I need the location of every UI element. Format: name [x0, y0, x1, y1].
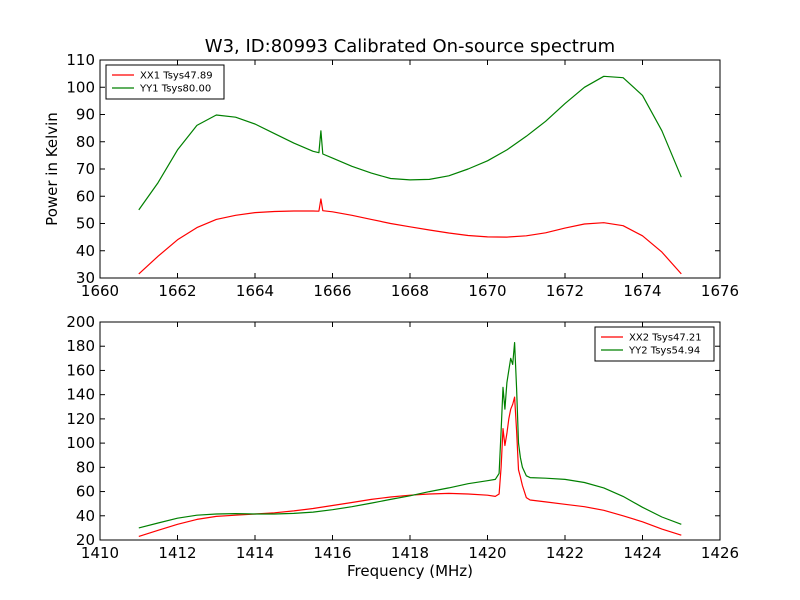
bottom-spectrum-panel: 1410 1412 1414 1416 1418 1420 1422 1424 1426 20 40… — [66, 313, 739, 580]
series-line-xx2 — [138, 396, 682, 537]
y-tick-label: 200 — [66, 313, 95, 331]
x-tick-label: 1426 — [701, 544, 739, 562]
x-tick-label: 1674 — [623, 282, 661, 300]
y-tick-label: 40 — [76, 242, 95, 260]
x-tick-label: 1668 — [391, 282, 429, 300]
y-axis-label: Power in Kelvin — [43, 112, 61, 226]
x-tick-label: 1414 — [236, 544, 274, 562]
x-tick-label: 1672 — [546, 282, 584, 300]
x-tick-label: 1410 — [81, 544, 119, 562]
x-tick-label: 1418 — [391, 544, 429, 562]
y-tick-label: 120 — [66, 410, 95, 428]
y-tick-label: 30 — [76, 269, 95, 287]
legend-box — [105, 64, 225, 100]
y-tick-label: 100 — [66, 434, 95, 452]
y-tick-label: 80 — [76, 133, 95, 151]
legend-label: XX2 Tsys47.21 — [629, 333, 702, 344]
y-tick-label: 160 — [66, 361, 95, 379]
y-tick-label: 60 — [76, 483, 95, 501]
y-tick-label: 90 — [76, 106, 95, 124]
legend-label: XX1 Tsys47.89 — [140, 71, 213, 82]
legend-label: YY1 Tsys80.00 — [139, 84, 211, 95]
x-tick-label: 1412 — [158, 544, 196, 562]
legend-label: YY2 Tsys54.94 — [628, 346, 700, 357]
y-tick-label: 50 — [76, 215, 95, 233]
x-tick-label: 1676 — [701, 282, 739, 300]
x-tick-label: 1662 — [158, 282, 196, 300]
x-axis-label: Frequency (MHz) — [347, 562, 473, 580]
series-line-yy2 — [138, 342, 682, 529]
x-tick-label: 1416 — [313, 544, 351, 562]
y-tick-label: 180 — [66, 337, 95, 355]
legend: XX1 Tsys47.89 YY1 Tsys80.00 — [105, 64, 225, 100]
chart-title: W3, ID:80993 Calibrated On-source spectr… — [205, 36, 615, 57]
x-tick-label: 1666 — [313, 282, 351, 300]
y-tick-label: 110 — [66, 51, 95, 69]
y-tick-label: 40 — [76, 507, 95, 525]
x-tick-label: 1660 — [81, 282, 119, 300]
x-tick-label: 1422 — [546, 544, 584, 562]
series-line-xx1 — [138, 198, 682, 275]
y-tick-label: 80 — [76, 458, 95, 476]
y-tick-label: 20 — [76, 531, 95, 549]
x-tick-label: 1664 — [236, 282, 274, 300]
y-tick-label: 60 — [76, 187, 95, 205]
y-tick-label: 100 — [66, 78, 95, 96]
y-tick-label: 70 — [76, 160, 95, 178]
x-tick-label: 1670 — [468, 282, 506, 300]
series-line-yy1 — [138, 75, 682, 211]
legend-box — [594, 326, 715, 362]
legend: XX2 Tsys47.21 YY2 Tsys54.94 — [594, 326, 715, 362]
x-tick-label: 1424 — [623, 544, 661, 562]
y-tick-label: 140 — [66, 386, 95, 404]
x-tick-label: 1420 — [468, 544, 506, 562]
top-spectrum-panel: 1660 1662 1664 1666 1668 1670 1672 1674 1676 30 40… — [43, 36, 739, 300]
